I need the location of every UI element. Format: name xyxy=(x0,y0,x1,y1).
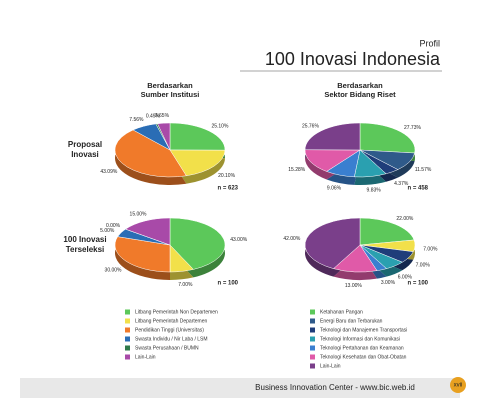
legend-label: Energi Baru dan Terbarukan xyxy=(320,318,383,324)
value-label: 7.00% xyxy=(416,262,431,268)
value-label: 0.49% xyxy=(146,114,161,120)
value-label: 7.00% xyxy=(178,282,193,288)
legend-label: Teknologi Kesehatan dan Obat-Obatan xyxy=(320,354,407,360)
value-label: 30.00% xyxy=(105,268,123,274)
column-heading: Berdasarkan xyxy=(337,81,383,90)
legend-swatch xyxy=(125,327,130,333)
legend-swatch xyxy=(310,327,315,333)
legend-swatch xyxy=(125,309,130,315)
pie-slice xyxy=(169,149,226,177)
legend-label: Lain-Lain xyxy=(320,363,341,369)
value-label: 42.00% xyxy=(283,236,301,242)
pie-slice xyxy=(359,122,416,154)
sample-size: n = 623 xyxy=(217,186,238,192)
value-label: 0.00% xyxy=(106,223,121,229)
value-label: 4.37% xyxy=(394,181,409,187)
row-heading: Proposal xyxy=(68,140,102,149)
legend-label: Swasta Individu / Nir Laba / LSM xyxy=(135,336,208,342)
value-label: 22.00% xyxy=(396,216,414,222)
value-label: 9.06% xyxy=(327,185,342,191)
column-heading: Sumber Institusi xyxy=(141,90,200,99)
value-label: 3.00% xyxy=(381,280,396,286)
value-label: 20.10% xyxy=(218,173,236,179)
legend-label: Pendidikan Tinggi (Universitas) xyxy=(135,327,204,333)
legend-label: Swasta Perusahaan / BUMN xyxy=(135,345,199,351)
sample-size: n = 100 xyxy=(407,281,428,287)
sample-size: n = 458 xyxy=(407,186,428,192)
legend-label: Teknologi dan Manajemen Transportasi xyxy=(320,327,407,333)
legend-swatch xyxy=(310,345,315,351)
pie-slice xyxy=(114,236,171,273)
pie-slice xyxy=(304,122,361,151)
row-heading: 100 Inovasi xyxy=(63,235,106,244)
row-heading: Inovasi xyxy=(71,150,99,159)
pie-slice xyxy=(124,217,171,246)
value-label: 5.00% xyxy=(100,228,115,234)
value-label: 7.56% xyxy=(129,117,144,123)
value-label: 25.76% xyxy=(302,123,320,129)
pie-slice xyxy=(169,217,226,270)
legend-label: Litbang Pemerintah Departemen xyxy=(135,318,207,324)
pie-slice xyxy=(304,149,361,172)
pie-slice xyxy=(304,217,361,269)
value-label: 3.65% xyxy=(155,113,170,119)
value-label: 15.28% xyxy=(288,167,306,173)
legend-swatch xyxy=(310,363,315,369)
column-heading: Sektor Bidang Riset xyxy=(324,90,396,99)
footer-text: Business Innovation Center - www.bic.web… xyxy=(255,383,415,392)
legend-swatch xyxy=(125,354,130,360)
footer-band xyxy=(20,378,460,398)
page-number: xvii xyxy=(454,383,463,389)
legend-swatch xyxy=(125,318,130,324)
legend-label: Litbang Pemerintah Non Departemen xyxy=(135,309,218,315)
value-label: 11.57% xyxy=(415,167,432,173)
legend-label: Lain-Lain xyxy=(135,354,156,360)
pie-slice xyxy=(169,122,226,151)
value-label: 27.73% xyxy=(404,125,422,131)
value-label: 25.10% xyxy=(211,124,229,130)
legend-label: Teknologi Informasi dan Komunikasi xyxy=(320,336,400,342)
value-label: 6.00% xyxy=(398,274,413,280)
page-title: 100 Inovasi Indonesia xyxy=(265,49,441,69)
value-label: 7.00% xyxy=(423,247,438,253)
legend-swatch xyxy=(125,345,130,351)
pie-slice xyxy=(157,122,171,151)
legend-swatch xyxy=(125,336,130,342)
column-heading: Berdasarkan xyxy=(147,81,193,90)
page-badge xyxy=(450,377,466,393)
value-label: 15.00% xyxy=(130,212,148,218)
pie-slice xyxy=(114,129,187,178)
pie-slice xyxy=(359,217,415,246)
legend-swatch xyxy=(310,318,315,324)
legend-label: Ketahanan Pangan xyxy=(320,309,363,315)
legend-swatch xyxy=(310,336,315,342)
legend-label: Teknologi Pertahanan dan Keamanan xyxy=(320,345,404,351)
legend-swatch xyxy=(310,309,315,315)
value-label: 13.00% xyxy=(345,283,363,289)
sample-size: n = 100 xyxy=(217,281,238,287)
value-label: 9.83% xyxy=(367,187,382,193)
value-label: 43.09% xyxy=(100,169,118,175)
legend-swatch xyxy=(310,354,315,360)
value-label: 43.00% xyxy=(230,237,248,243)
row-heading: Terseleksi xyxy=(66,245,105,254)
kicker: Profil xyxy=(419,38,440,48)
